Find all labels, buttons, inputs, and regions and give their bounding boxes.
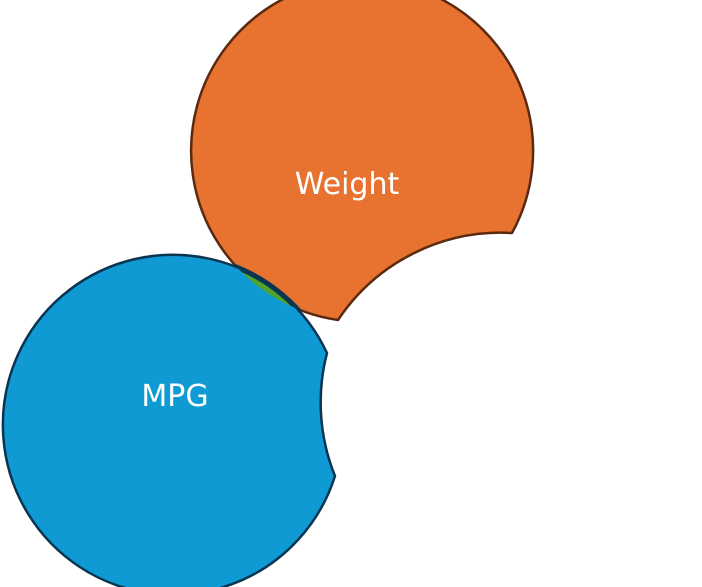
- weight-set-region: [189, 0, 535, 322]
- mpg-label: MPG: [141, 379, 208, 414]
- mpg-set-region: [1, 253, 337, 587]
- weight-label: Weight: [295, 167, 400, 202]
